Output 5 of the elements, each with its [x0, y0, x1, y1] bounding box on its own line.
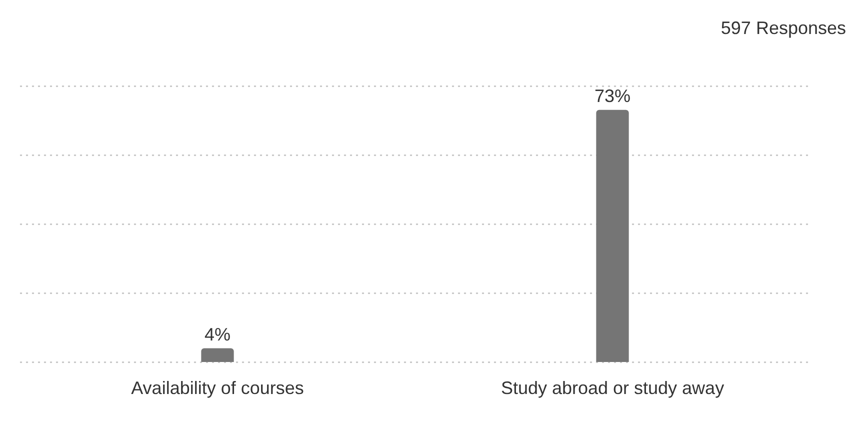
text: 597 Responses: [720, 18, 846, 38]
data-label: 4%: [204, 324, 231, 345]
data-label: 73%: [594, 86, 631, 106]
x-tick-label: Study abroad or study away: [500, 378, 724, 398]
x-tick-label: Availability of courses: [131, 378, 304, 398]
